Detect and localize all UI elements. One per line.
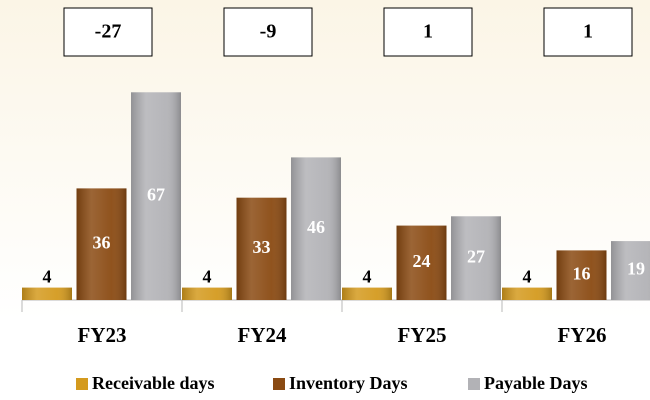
data-label: 4: [523, 267, 532, 287]
bar-shine: [131, 92, 181, 300]
cycle-value: -27: [95, 21, 122, 43]
bar-shine: [182, 287, 232, 300]
data-label: 19: [627, 259, 645, 279]
data-label: 16: [573, 263, 591, 283]
cycle-box: [63, 7, 153, 57]
bar-shine: [22, 287, 72, 300]
cycle-value: 1: [583, 21, 593, 43]
cycle-value: -9: [260, 21, 277, 43]
legend-label: Payable Days: [484, 373, 588, 393]
data-label: 4: [43, 267, 52, 287]
data-label: 46: [307, 217, 325, 237]
bar-shine: [556, 250, 607, 300]
x-tick-label: FY23: [78, 323, 127, 347]
data-label: 33: [253, 237, 271, 257]
cycle-box: [383, 7, 473, 57]
data-label: 27: [467, 246, 485, 266]
cycle-box: [223, 7, 313, 57]
bar-shine: [451, 216, 501, 300]
bar-shine: [291, 157, 341, 300]
legend-swatch: [468, 378, 480, 390]
data-label: 4: [203, 267, 212, 287]
bar-shine: [236, 197, 287, 300]
legend-label: Inventory Days: [289, 373, 408, 393]
x-tick-label: FY26: [558, 323, 607, 347]
bar-shine: [342, 287, 392, 300]
cycle-box: [543, 7, 633, 57]
x-tick-label: FY25: [398, 323, 447, 347]
legend-swatch: [76, 378, 88, 390]
data-label: 36: [93, 232, 111, 252]
data-label: 67: [147, 184, 165, 204]
data-label: 24: [413, 251, 431, 271]
bar-shine: [502, 287, 552, 300]
legend-label: Receivable days: [92, 373, 214, 393]
data-label: 4: [363, 267, 372, 287]
bar-shine: [76, 188, 127, 300]
cycle-value: 1: [423, 21, 433, 43]
bar-shine: [396, 225, 447, 300]
legend-swatch: [273, 378, 285, 390]
bar-shine: [611, 241, 650, 300]
x-tick-label: FY24: [238, 323, 287, 347]
